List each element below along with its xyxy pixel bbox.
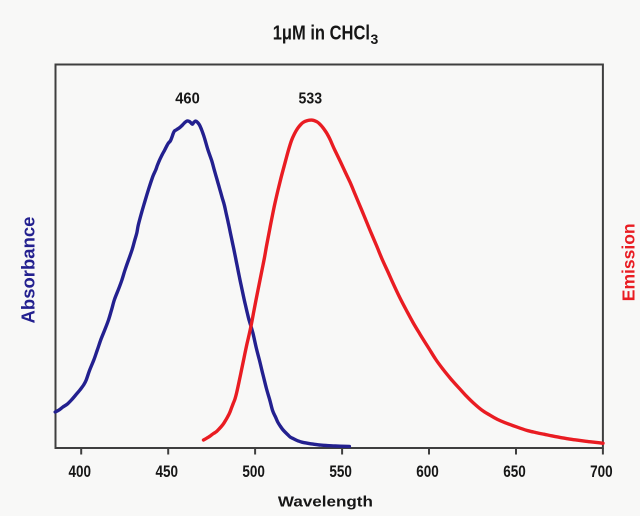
svg-text:1μM in CHCl: 1μM in CHCl bbox=[273, 22, 370, 44]
svg-text:3: 3 bbox=[371, 31, 379, 47]
svg-text:650: 650 bbox=[503, 463, 526, 481]
svg-text:460: 460 bbox=[175, 91, 200, 108]
svg-text:Emission: Emission bbox=[619, 223, 639, 301]
svg-text:450: 450 bbox=[155, 463, 178, 481]
svg-text:Absorbance: Absorbance bbox=[18, 217, 39, 324]
svg-text:533: 533 bbox=[299, 91, 323, 108]
svg-text:Wavelength: Wavelength bbox=[278, 495, 373, 511]
svg-text:600: 600 bbox=[416, 463, 439, 481]
svg-text:700: 700 bbox=[590, 463, 613, 481]
svg-text:400: 400 bbox=[68, 463, 91, 481]
svg-text:550: 550 bbox=[329, 463, 352, 481]
svg-text:500: 500 bbox=[242, 463, 265, 481]
